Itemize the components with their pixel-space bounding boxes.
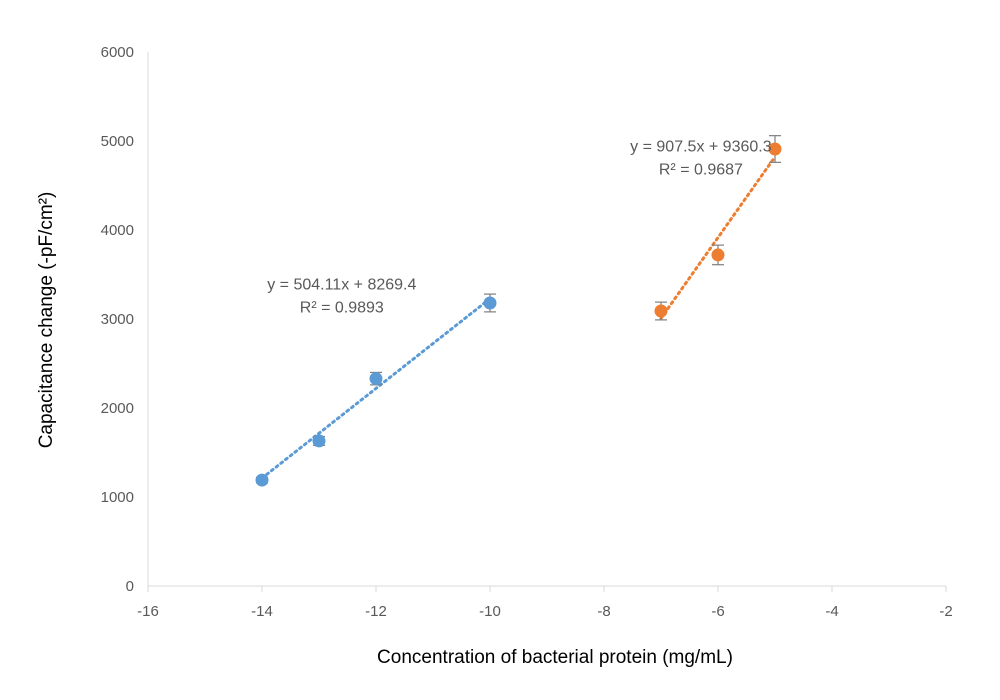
x-tick-label: -2 xyxy=(939,603,952,620)
y-tick-label: 1000 xyxy=(101,489,134,506)
y-tick-label: 4000 xyxy=(101,222,134,239)
x-tick-label: -16 xyxy=(137,603,159,620)
x-tick-label: -8 xyxy=(597,603,610,620)
x-tick-label: -14 xyxy=(251,603,273,620)
y-tick-label: 2000 xyxy=(101,400,134,417)
y-tick-label: 3000 xyxy=(101,311,134,328)
trendline xyxy=(260,297,492,480)
x-axis-title: Concentration of bacterial protein (mg/m… xyxy=(377,647,733,668)
x-tick-label: -10 xyxy=(479,603,501,620)
y-tick-label: 5000 xyxy=(101,133,134,150)
series-1 xyxy=(255,293,497,487)
trendline xyxy=(659,155,777,320)
trendline-equation: y = 907.5x + 9360.3 xyxy=(630,139,772,156)
data-point xyxy=(312,434,326,448)
y-tick-label: 0 xyxy=(126,578,134,595)
r-squared-label: R² = 0.9687 xyxy=(659,162,743,179)
series-2 xyxy=(654,135,782,321)
annotations: y = 504.11x + 8269.4 R² = 0.9893 y = 907.5… xyxy=(267,139,771,317)
x-tick-label: -6 xyxy=(711,603,724,620)
tick-labels: -16 -14 -12 -10 -8 -6 -4 -2 0 1000 2000 3000 4000 500… xyxy=(101,44,953,620)
trendline-equation: y = 504.11x + 8269.4 xyxy=(267,277,416,294)
x-tick-label: -4 xyxy=(825,603,838,620)
axes xyxy=(147,52,947,592)
r-squared-label: R² = 0.9893 xyxy=(300,300,384,317)
data-point xyxy=(768,142,782,156)
x-tick-label: -12 xyxy=(365,603,387,620)
y-axis-title: Capacitance change (-pF/cm²) xyxy=(36,192,57,449)
y-tick-label: 6000 xyxy=(101,44,134,61)
data-point xyxy=(255,473,269,487)
data-point xyxy=(369,372,383,386)
series-layer xyxy=(255,135,782,487)
data-point xyxy=(654,304,668,318)
data-point xyxy=(483,296,497,310)
data-point xyxy=(711,248,725,262)
